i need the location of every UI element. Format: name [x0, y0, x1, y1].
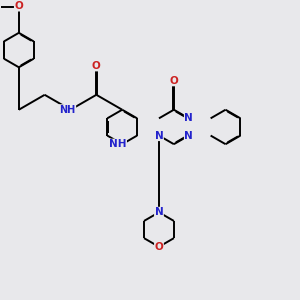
- Text: O: O: [14, 1, 23, 11]
- Text: O: O: [154, 242, 163, 252]
- Text: N: N: [184, 130, 193, 141]
- Text: N: N: [154, 130, 163, 141]
- Text: O: O: [92, 61, 101, 71]
- Text: NH: NH: [59, 105, 76, 115]
- Text: O: O: [169, 76, 178, 86]
- Text: N: N: [154, 207, 163, 217]
- Text: N: N: [184, 113, 193, 123]
- Text: NH: NH: [109, 139, 127, 149]
